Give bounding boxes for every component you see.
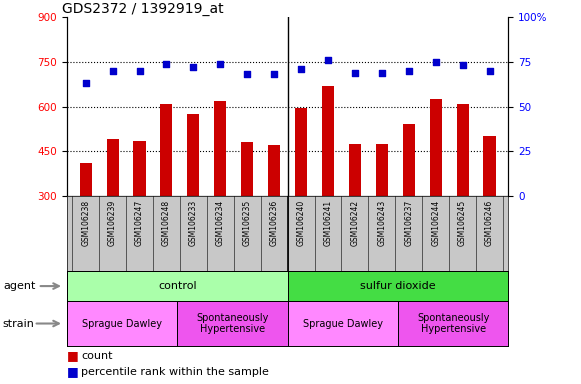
Point — [458, 63, 467, 69]
Bar — [398, 301, 508, 346]
Point — [431, 59, 440, 65]
Bar — [67, 301, 177, 346]
Bar — [288, 271, 508, 301]
Text: GSM106242: GSM106242 — [350, 200, 360, 246]
Point — [350, 70, 360, 76]
Text: GSM106248: GSM106248 — [162, 200, 171, 246]
Text: GSM106233: GSM106233 — [189, 200, 198, 246]
Text: ■: ■ — [67, 366, 83, 379]
Point — [189, 64, 198, 70]
Text: GSM106238: GSM106238 — [81, 200, 90, 246]
Text: control: control — [158, 281, 196, 291]
Bar — [177, 301, 288, 346]
Text: count: count — [81, 351, 113, 361]
Bar — [295, 108, 307, 196]
Point — [324, 57, 333, 63]
Point — [162, 61, 171, 67]
Point — [296, 66, 306, 72]
Bar — [349, 144, 361, 196]
Text: GSM106244: GSM106244 — [431, 200, 440, 246]
Point — [377, 70, 386, 76]
Point — [108, 68, 117, 74]
Bar — [268, 145, 280, 196]
Text: agent: agent — [3, 281, 35, 291]
Text: GSM106243: GSM106243 — [377, 200, 386, 246]
Text: GSM106245: GSM106245 — [458, 200, 467, 246]
Point — [485, 68, 494, 74]
Text: Spontaneously
Hypertensive: Spontaneously Hypertensive — [196, 313, 268, 334]
Text: ■: ■ — [67, 349, 83, 362]
Bar — [322, 86, 334, 196]
Point — [216, 61, 225, 67]
Bar — [187, 114, 199, 196]
Bar — [67, 271, 288, 301]
Bar — [160, 104, 173, 196]
Bar — [134, 141, 146, 196]
Point — [270, 71, 279, 78]
Text: Spontaneously
Hypertensive: Spontaneously Hypertensive — [417, 313, 489, 334]
Text: percentile rank within the sample: percentile rank within the sample — [81, 367, 269, 377]
Text: GSM106247: GSM106247 — [135, 200, 144, 246]
Text: strain: strain — [3, 318, 35, 329]
Text: GDS2372 / 1392919_at: GDS2372 / 1392919_at — [62, 2, 224, 16]
Text: GSM106246: GSM106246 — [485, 200, 494, 246]
Text: GSM106240: GSM106240 — [296, 200, 306, 246]
Bar — [80, 163, 92, 196]
Text: GSM106241: GSM106241 — [324, 200, 332, 246]
Bar — [376, 144, 388, 196]
Text: GSM106235: GSM106235 — [243, 200, 252, 246]
Bar — [241, 142, 253, 196]
Bar — [429, 99, 442, 196]
Text: GSM106236: GSM106236 — [270, 200, 279, 246]
Bar — [483, 136, 496, 196]
Text: sulfur dioxide: sulfur dioxide — [360, 281, 436, 291]
Text: GSM106237: GSM106237 — [404, 200, 413, 246]
Bar — [288, 301, 398, 346]
Bar — [457, 104, 469, 196]
Text: Sprague Dawley: Sprague Dawley — [303, 318, 383, 329]
Bar — [403, 124, 415, 196]
Bar — [106, 139, 119, 196]
Text: Sprague Dawley: Sprague Dawley — [82, 318, 162, 329]
Point — [404, 68, 414, 74]
Text: GSM106239: GSM106239 — [108, 200, 117, 246]
Text: GSM106234: GSM106234 — [216, 200, 225, 246]
Point — [135, 68, 144, 74]
Point — [242, 71, 252, 78]
Point — [81, 80, 90, 86]
Bar — [214, 101, 227, 196]
